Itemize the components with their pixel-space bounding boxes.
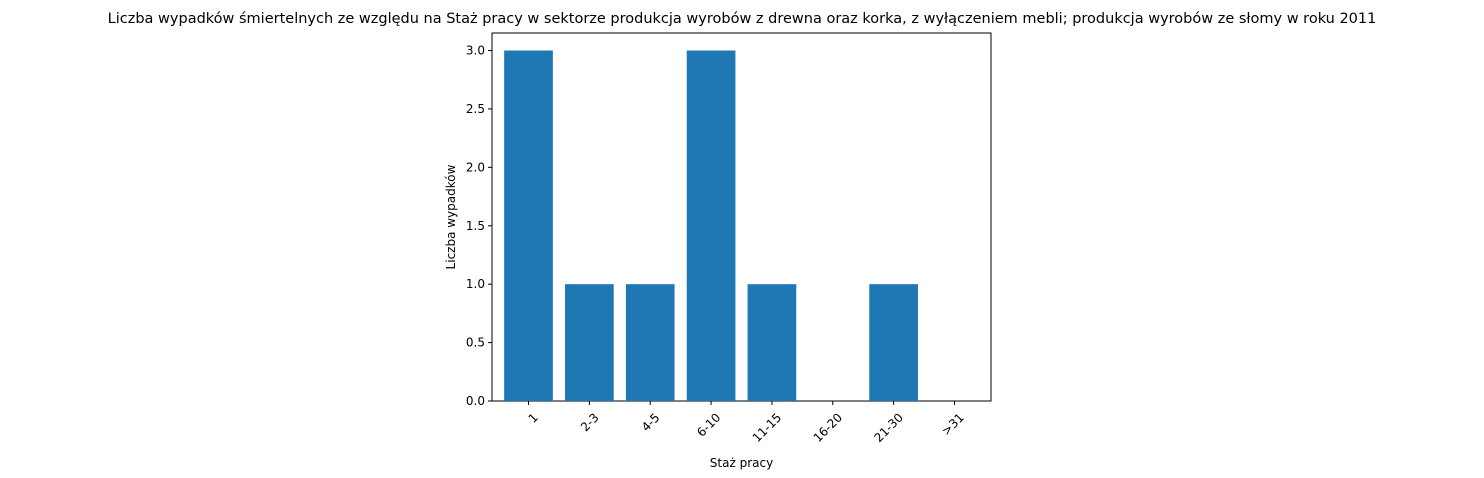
plot-area bbox=[491, 32, 992, 402]
x-tick-label: 6-10 bbox=[694, 410, 723, 439]
y-tick-label: 3.0 bbox=[466, 44, 485, 58]
y-tick-label: 0.0 bbox=[466, 394, 485, 408]
bars bbox=[504, 50, 918, 402]
x-tick-label: 21-30 bbox=[871, 410, 906, 445]
y-tick-label: 2.5 bbox=[466, 102, 485, 116]
x-tick-label: 2-3 bbox=[578, 410, 602, 434]
y-axis: 0.0 0.5 1.0 1.5 2.0 2.5 3.0 bbox=[466, 44, 492, 408]
chart-title: Liczba wypadków śmiertelnych ze względu … bbox=[108, 11, 1377, 27]
bar-2-3 bbox=[565, 284, 614, 401]
bar-4-5 bbox=[625, 284, 675, 401]
x-tick-label: >31 bbox=[939, 410, 967, 438]
x-axis-title: Staż pracy bbox=[710, 456, 773, 470]
x-tick-label: 1 bbox=[526, 410, 541, 425]
x-tick-label: 16-20 bbox=[811, 410, 846, 445]
y-tick-label: 2.0 bbox=[466, 160, 485, 174]
bar-6-10 bbox=[686, 50, 736, 402]
x-axis: 1 2-3 4-5 6-10 11-15 16-20 21-30 >31 bbox=[526, 401, 967, 445]
y-tick-label: 1.5 bbox=[466, 219, 485, 233]
bar-1 bbox=[504, 50, 553, 402]
y-axis-title: Liczba wypadków bbox=[444, 164, 458, 269]
y-tick-label: 0.5 bbox=[466, 336, 485, 350]
y-tick-label: 1.0 bbox=[466, 277, 485, 291]
x-tick-label: 4-5 bbox=[639, 410, 663, 434]
x-tick-label: 11-15 bbox=[750, 410, 785, 445]
bar-11-15 bbox=[747, 284, 797, 401]
bar-21-30 bbox=[869, 284, 918, 401]
